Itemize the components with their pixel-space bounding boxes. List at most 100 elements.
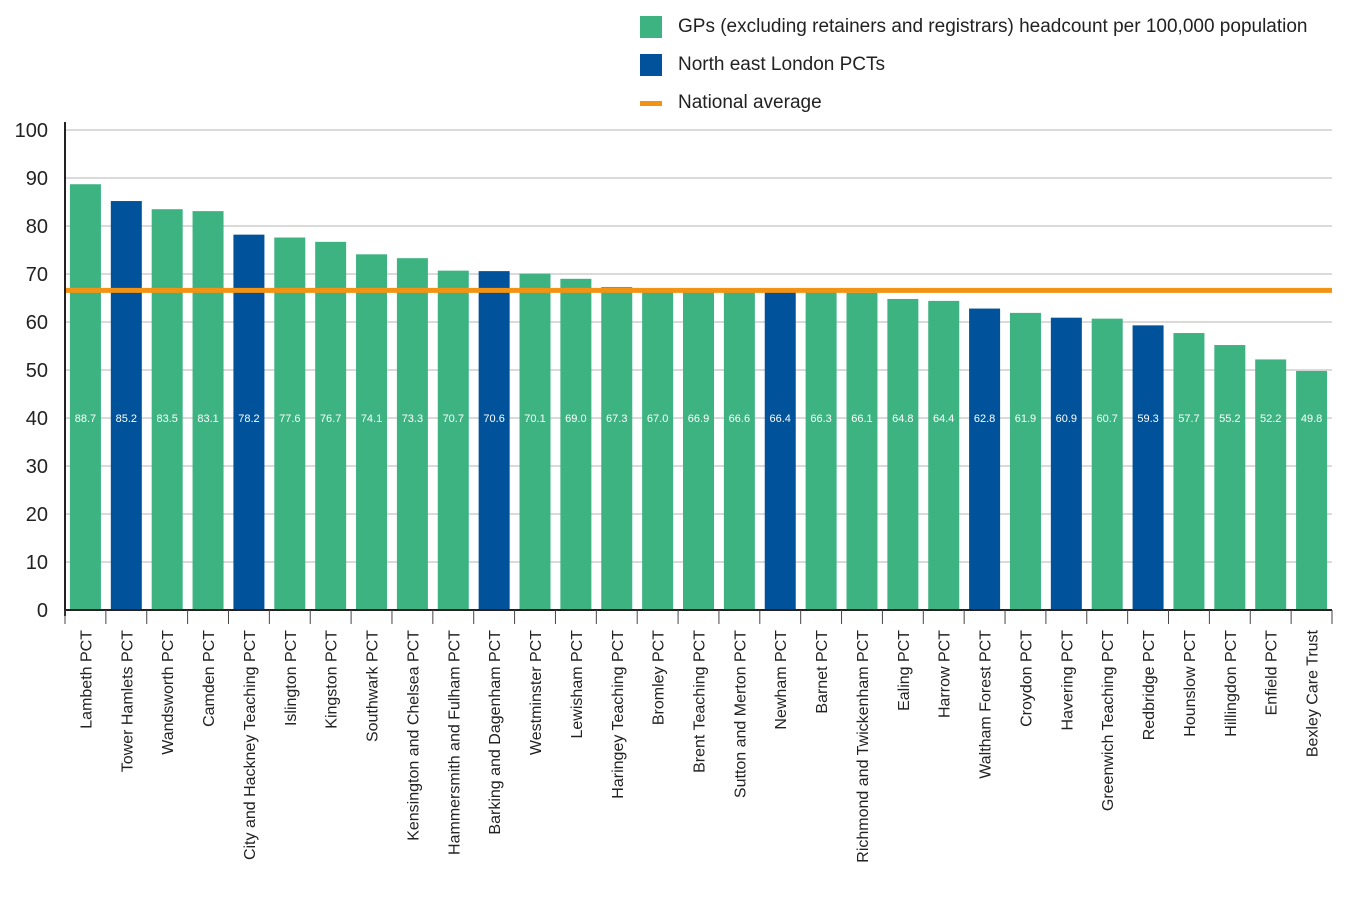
x-category-label: Bexley Care Trust <box>1305 629 1322 757</box>
x-category-label: Waltham Forest PCT <box>978 630 995 779</box>
x-category-label: Barnet PCT <box>814 630 831 714</box>
x-category-label: Richmond and Twickenham PCT <box>855 630 872 863</box>
bar <box>1214 345 1246 610</box>
bar <box>560 278 592 610</box>
legend-label: National average <box>678 92 822 113</box>
bar-value-label: 78.2 <box>238 413 259 425</box>
bar <box>69 184 101 611</box>
y-tick-label: 10 <box>26 552 48 574</box>
bar <box>478 271 510 610</box>
bar <box>192 211 224 610</box>
bar <box>846 292 878 610</box>
x-category-label: Croydon PCT <box>1018 630 1035 727</box>
legend-item-north-east-london: North east London PCTs <box>640 46 1308 84</box>
x-category-label: Wandsworth PCT <box>160 630 177 755</box>
x-category-label: Lewisham PCT <box>569 630 586 739</box>
x-category-label: Westminster PCT <box>528 630 545 755</box>
x-axis-category-labels: Lambeth PCT Tower Hamlets PCT Wandsworth P… <box>78 629 1321 862</box>
bar <box>356 254 388 610</box>
legend: GPs (excluding retainers and registrars)… <box>640 8 1308 122</box>
bar-value-label: 66.6 <box>729 413 750 425</box>
x-category-label: Tower Hamlets PCT <box>119 630 136 772</box>
bar-value-label: 70.6 <box>483 413 504 425</box>
legend-swatch-green <box>640 16 662 38</box>
x-category-label: Kensington and Chelsea PCT <box>405 630 422 841</box>
bar-value-label: 74.1 <box>361 413 382 425</box>
bar-value-label: 57.7 <box>1178 413 1199 425</box>
x-category-label: Havering PCT <box>1059 630 1076 731</box>
legend-label: North east London PCTs <box>678 54 886 75</box>
bar <box>1255 359 1287 610</box>
y-tick-label: 0 <box>37 600 48 622</box>
bar <box>1091 318 1123 610</box>
bar <box>396 258 428 610</box>
axes <box>64 122 1333 624</box>
legend-item-national-average: National average <box>640 84 1308 122</box>
x-category-label: Bromley PCT <box>651 630 668 725</box>
bar <box>1050 317 1082 610</box>
x-category-label: Haringey Teaching PCT <box>610 630 627 799</box>
x-category-label: Sutton and Merton PCT <box>732 630 749 798</box>
bar <box>1132 325 1164 610</box>
x-category-label: Camden PCT <box>201 630 218 727</box>
bar-value-label: 77.6 <box>279 413 300 425</box>
legend-label: GPs (excluding retainers and registrars)… <box>678 16 1308 37</box>
bar <box>887 298 919 610</box>
bar-value-label: 60.9 <box>1056 413 1077 425</box>
bar-value-label: 66.1 <box>851 413 872 425</box>
bar-value-label: 85.2 <box>116 413 137 425</box>
bar-value-label: 88.7 <box>75 413 96 425</box>
bar <box>1009 312 1041 610</box>
bar <box>1173 333 1205 610</box>
bar <box>601 286 633 610</box>
bar-value-label: 66.4 <box>770 413 791 425</box>
x-category-label: Ealing PCT <box>896 630 913 711</box>
x-category-label: Islington PCT <box>283 630 300 726</box>
x-category-label: Newham PCT <box>773 630 790 730</box>
x-category-label: Greenwich Teaching PCT <box>1100 630 1117 811</box>
bar-value-label: 70.7 <box>443 413 464 425</box>
bar <box>315 241 347 610</box>
bar-value-label: 83.1 <box>197 413 218 425</box>
x-category-label: Hillingdon PCT <box>1223 630 1240 737</box>
bar-value-label: 60.7 <box>1096 413 1117 425</box>
bar-value-label: 67.3 <box>606 413 627 425</box>
bar-value-labels: 88.7 85.2 83.5 83.1 78.2 77.6 76.7 74.1 73.3 70.7… <box>75 413 1323 425</box>
x-category-label: Southwark PCT <box>365 630 382 742</box>
bar <box>110 201 142 611</box>
y-tick-label: 30 <box>26 456 48 478</box>
x-category-label: Brent Teaching PCT <box>692 630 709 773</box>
bar <box>519 273 551 610</box>
legend-swatch-orange-line <box>640 100 662 106</box>
bar <box>969 308 1001 610</box>
bar <box>233 234 265 610</box>
x-category-label: Barking and Dagenham PCT <box>487 630 504 835</box>
bar-value-label: 49.8 <box>1301 413 1322 425</box>
bar-value-label: 83.5 <box>156 413 177 425</box>
bar <box>642 288 674 610</box>
bar <box>1296 370 1328 610</box>
bar-value-label: 66.9 <box>688 413 709 425</box>
bar <box>151 209 183 610</box>
x-category-label: Hammersmith and Fulham PCT <box>446 630 463 855</box>
bar-value-label: 64.4 <box>933 413 954 425</box>
y-tick-label: 80 <box>26 216 48 238</box>
y-axis-tick-labels: 0 10 20 30 40 50 60 70 80 90 100 <box>15 120 48 622</box>
bar-value-label: 69.0 <box>565 413 586 425</box>
legend-item-gps: GPs (excluding retainers and registrars)… <box>640 8 1308 46</box>
bar <box>274 237 306 610</box>
x-category-label: Harrow PCT <box>937 630 954 718</box>
x-category-label: Lambeth PCT <box>78 630 95 729</box>
bar-value-label: 73.3 <box>402 413 423 425</box>
x-category-label: Hounslow PCT <box>1182 630 1199 737</box>
bar <box>764 291 796 610</box>
bar-value-label: 52.2 <box>1260 413 1281 425</box>
y-tick-label: 50 <box>26 360 48 382</box>
x-category-label: Kingston PCT <box>324 630 341 729</box>
x-category-label: Redbridge PCT <box>1141 630 1158 741</box>
bar-value-label: 59.3 <box>1137 413 1158 425</box>
bar <box>437 270 469 610</box>
legend-swatch-blue <box>640 54 662 76</box>
x-category-label: Enfield PCT <box>1264 630 1281 716</box>
